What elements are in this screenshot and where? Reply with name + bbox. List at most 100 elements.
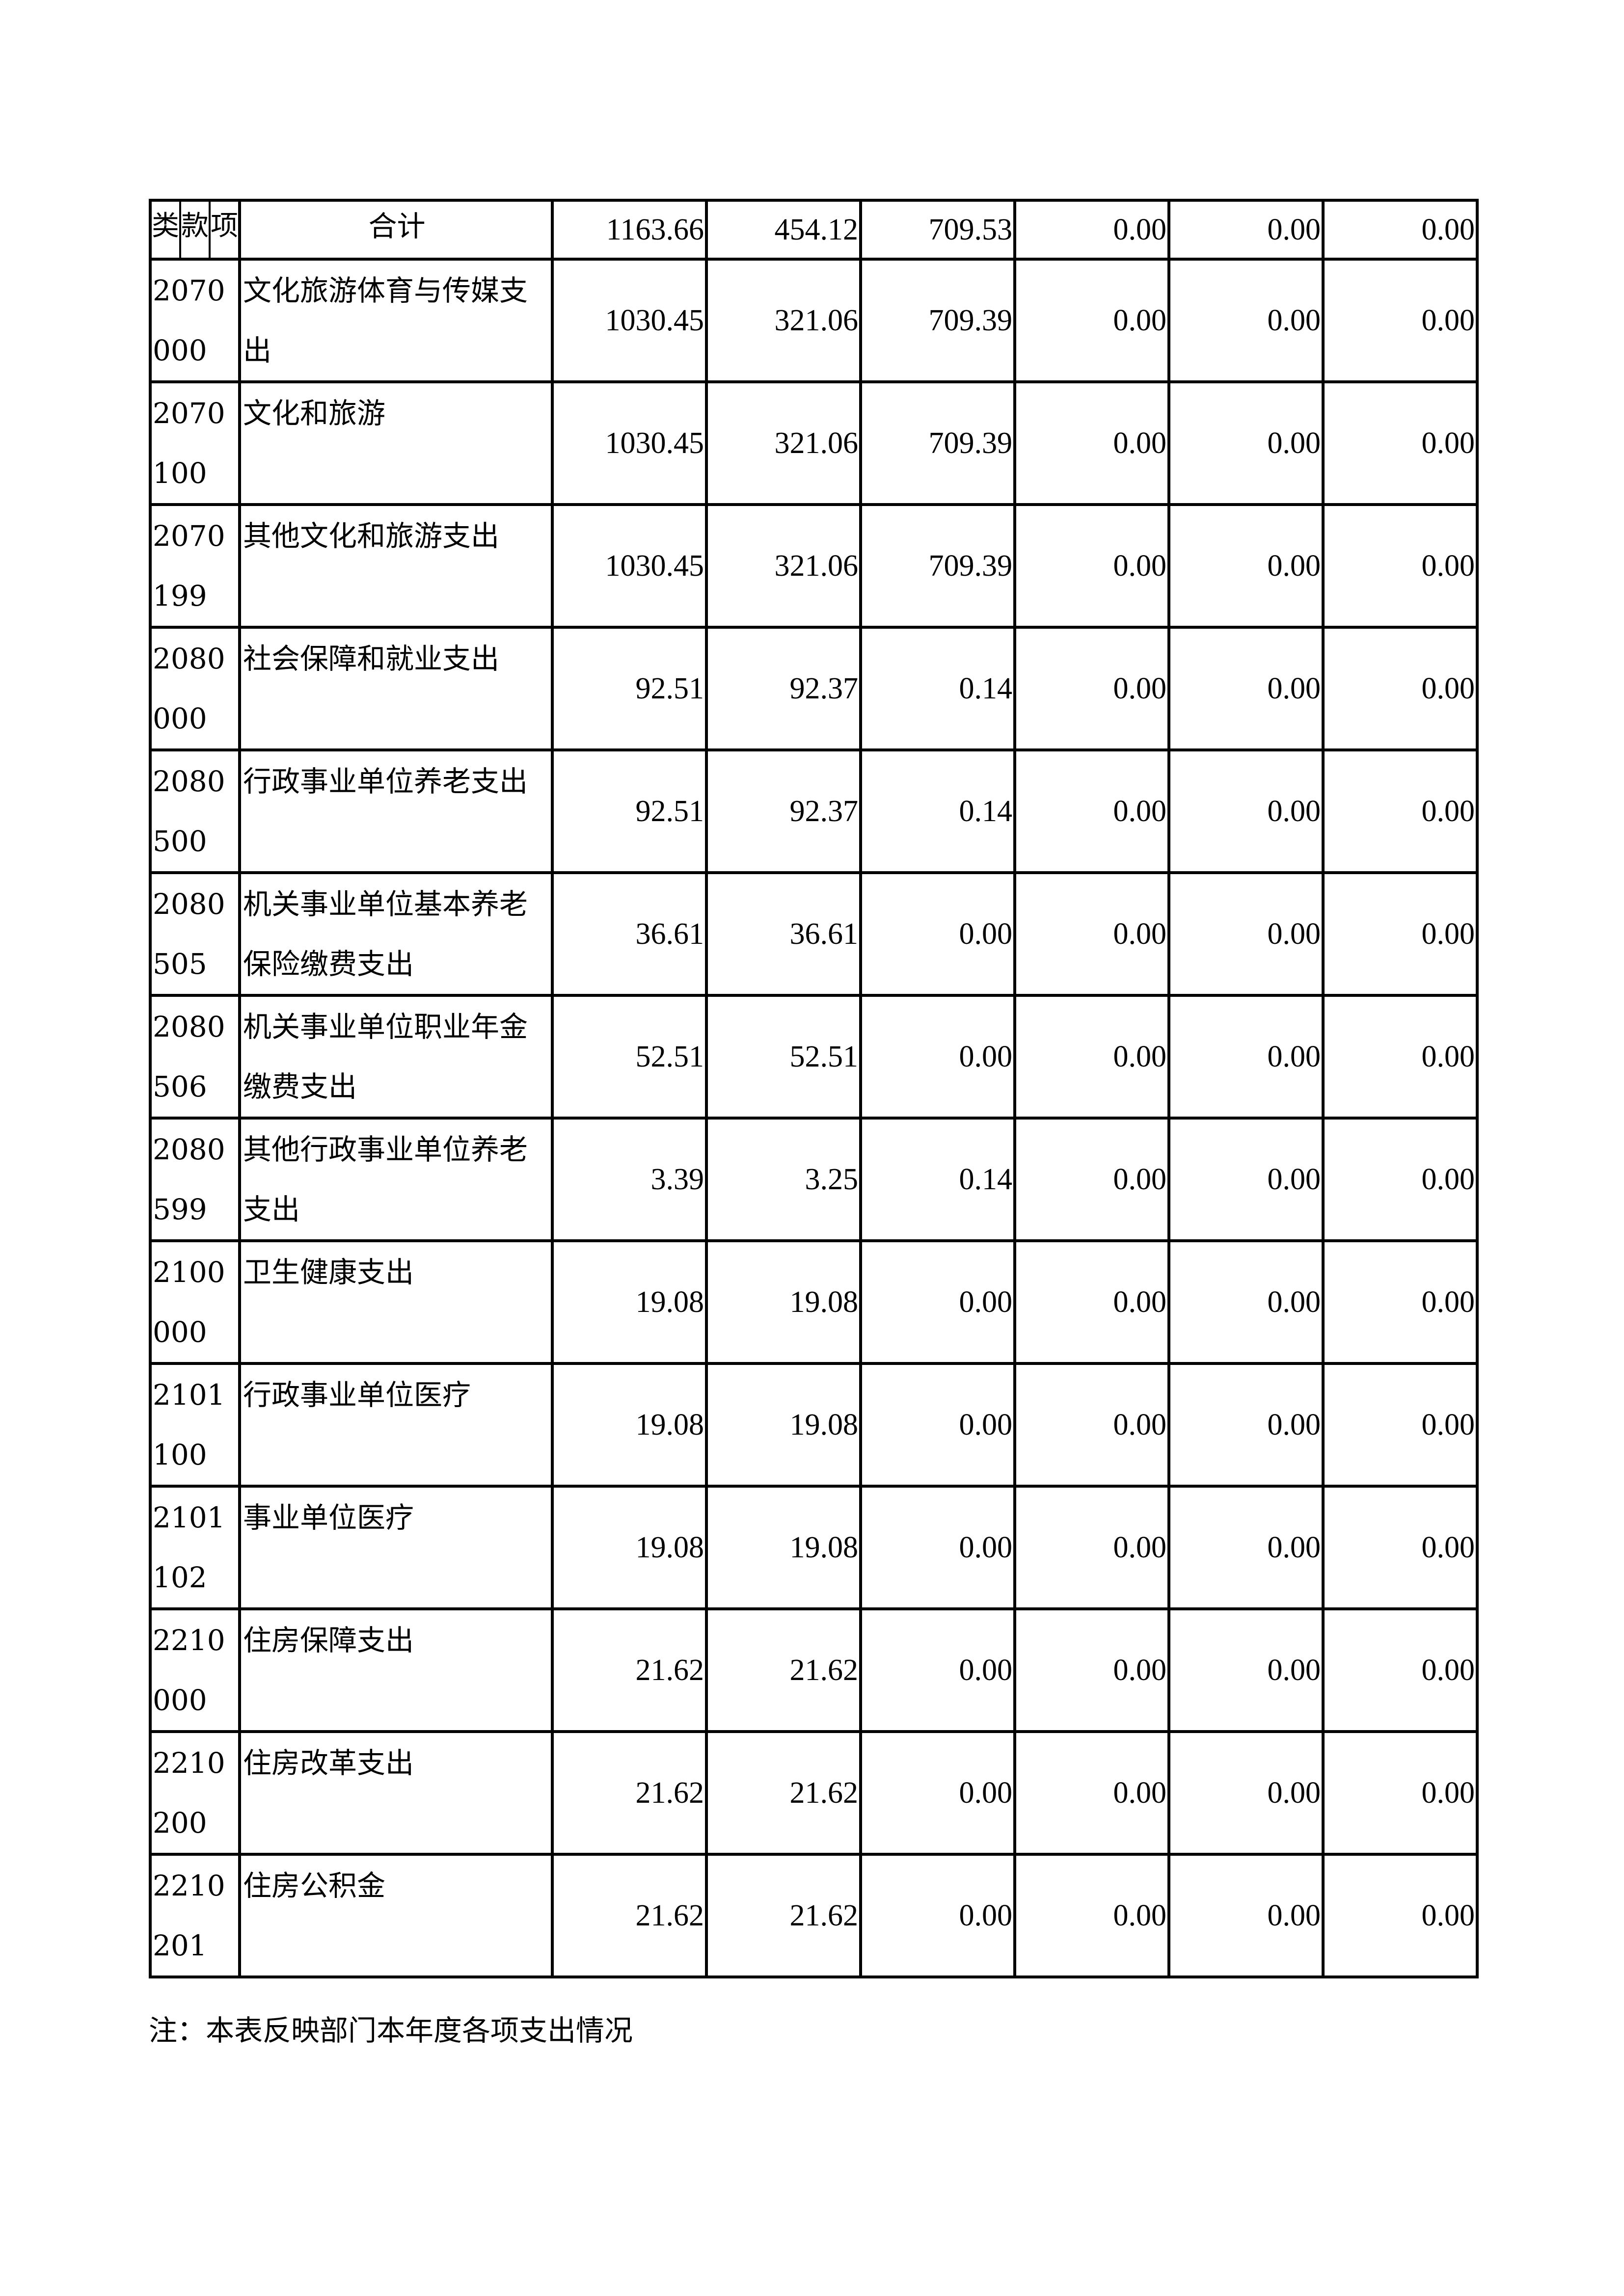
table-row: 2101102 事业单位医疗 19.08 19.08 0.00 0.00 0.00 0.00 — [149, 1485, 1479, 1610]
subject-code: 2210201 — [149, 1853, 241, 1978]
section-label: 款 — [181, 203, 211, 256]
amount-cell: 0.00 — [1013, 1239, 1170, 1365]
amount-cell: 0.00 — [1322, 258, 1479, 383]
total-value: 0.00 — [1167, 199, 1325, 261]
subject-code: 2100000 — [149, 1239, 241, 1365]
table-row: 2080500 行政事业单位养老支出 92.51 92.37 0.14 0.00 0.00 0… — [149, 748, 1479, 874]
table-row: 2100000 卫生健康支出 19.08 19.08 0.00 0.00 0.00 0.00 — [149, 1239, 1479, 1365]
subject-name: 机关事业单位职业年金缴费支出 — [238, 994, 554, 1120]
subject-code: 2080506 — [149, 994, 241, 1120]
table-row: 2210000 住房保障支出 21.62 21.62 0.00 0.00 0.00 0.00 — [149, 1607, 1479, 1733]
amount-cell: 0.00 — [1013, 1607, 1170, 1733]
amount-cell: 0.00 — [1167, 1730, 1325, 1856]
subject-code: 2080599 — [149, 1117, 241, 1242]
amount-cell: 0.00 — [1322, 1485, 1479, 1610]
category-label: 类 — [153, 203, 181, 256]
amount-cell: 0.00 — [1013, 380, 1170, 506]
amount-cell: 321.06 — [705, 258, 862, 383]
subject-name: 社会保障和就业支出 — [238, 626, 554, 751]
amount-cell: 0.00 — [1322, 1607, 1479, 1733]
amount-cell: 0.00 — [859, 1730, 1016, 1856]
amount-cell: 0.00 — [859, 871, 1016, 997]
amount-cell: 0.00 — [859, 994, 1016, 1120]
subject-name: 事业单位医疗 — [238, 1485, 554, 1610]
amount-cell: 321.06 — [705, 503, 862, 629]
amount-cell: 52.51 — [551, 994, 708, 1120]
amount-cell: 0.14 — [859, 748, 1016, 874]
subject-name: 文化旅游体育与传媒支出 — [238, 258, 554, 383]
amount-cell: 0.00 — [1167, 1853, 1325, 1978]
amount-cell: 3.25 — [705, 1117, 862, 1242]
amount-cell: 19.08 — [551, 1239, 708, 1365]
table-row: 2080599 其他行政事业单位养老支出 3.39 3.25 0.14 0.00 0.00 0… — [149, 1117, 1479, 1242]
amount-cell: 36.61 — [705, 871, 862, 997]
subject-code: 2101100 — [149, 1362, 241, 1488]
expenditure-table: 类 款 项 合计 1163.66 454.12 709.53 0.00 0.00… — [149, 199, 1479, 1978]
amount-cell: 92.51 — [551, 626, 708, 751]
table-row: 2080505 机关事业单位基本养老保险缴费支出 36.61 36.61 0.00 0.0… — [149, 871, 1479, 997]
amount-cell: 0.00 — [1013, 258, 1170, 383]
table-note: 注：本表反映部门本年度各项支出情况 — [149, 2014, 633, 2047]
amount-cell: 0.14 — [859, 626, 1016, 751]
amount-cell: 0.00 — [1013, 1117, 1170, 1242]
amount-cell: 52.51 — [705, 994, 862, 1120]
amount-cell: 0.00 — [1322, 1853, 1479, 1978]
amount-cell: 0.00 — [1167, 258, 1325, 383]
amount-cell: 0.00 — [1322, 1239, 1479, 1365]
item-label: 项 — [211, 210, 238, 242]
subject-name: 文化和旅游 — [238, 380, 554, 506]
amount-cell: 92.37 — [705, 626, 862, 751]
amount-cell: 709.39 — [859, 258, 1016, 383]
amount-cell: 0.00 — [1167, 626, 1325, 751]
table-row: 2080000 社会保障和就业支出 92.51 92.37 0.14 0.00 0.00 0.… — [149, 626, 1479, 751]
table-row: 2070100 文化和旅游 1030.45 321.06 709.39 0.00 0.00 0… — [149, 380, 1479, 506]
subject-code: 2080500 — [149, 748, 241, 874]
total-value: 709.53 — [859, 199, 1016, 261]
amount-cell: 3.39 — [551, 1117, 708, 1242]
classification-header: 类 款 项 — [149, 199, 241, 261]
amount-cell: 0.00 — [1167, 1117, 1325, 1242]
amount-cell: 0.00 — [859, 1485, 1016, 1610]
amount-cell: 21.62 — [705, 1607, 862, 1733]
total-value: 1163.66 — [551, 199, 708, 261]
total-value: 0.00 — [1013, 199, 1170, 261]
subject-name: 住房保障支出 — [238, 1607, 554, 1733]
amount-cell: 0.00 — [1013, 871, 1170, 997]
amount-cell: 19.08 — [705, 1362, 862, 1488]
amount-cell: 19.08 — [551, 1485, 708, 1610]
amount-cell: 21.62 — [705, 1853, 862, 1978]
subject-name: 卫生健康支出 — [238, 1239, 554, 1365]
table-row: 2210200 住房改革支出 21.62 21.62 0.00 0.00 0.00 0.00 — [149, 1730, 1479, 1856]
subject-name: 行政事业单位医疗 — [238, 1362, 554, 1488]
amount-cell: 1030.45 — [551, 503, 708, 629]
amount-cell: 0.00 — [1013, 626, 1170, 751]
amount-cell: 21.62 — [551, 1853, 708, 1978]
amount-cell: 1030.45 — [551, 380, 708, 506]
subject-code: 2080505 — [149, 871, 241, 997]
amount-cell: 19.08 — [705, 1239, 862, 1365]
subject-code: 2080000 — [149, 626, 241, 751]
total-row: 类 款 项 合计 1163.66 454.12 709.53 0.00 0.00… — [149, 199, 1479, 261]
amount-cell: 321.06 — [705, 380, 862, 506]
amount-cell: 0.00 — [1013, 503, 1170, 629]
subject-code: 2070100 — [149, 380, 241, 506]
amount-cell: 0.00 — [1013, 1730, 1170, 1856]
total-value: 0.00 — [1322, 199, 1479, 261]
amount-cell: 19.08 — [705, 1485, 862, 1610]
amount-cell: 0.00 — [1167, 1485, 1325, 1610]
amount-cell: 0.00 — [1322, 1117, 1479, 1242]
subject-code: 2210200 — [149, 1730, 241, 1856]
amount-cell: 19.08 — [551, 1362, 708, 1488]
subject-name: 其他文化和旅游支出 — [238, 503, 554, 629]
amount-cell: 0.00 — [1013, 748, 1170, 874]
amount-cell: 0.00 — [1167, 994, 1325, 1120]
amount-cell: 36.61 — [551, 871, 708, 997]
subject-code: 2101102 — [149, 1485, 241, 1610]
amount-cell: 0.00 — [1322, 1730, 1479, 1856]
subject-code: 2210000 — [149, 1607, 241, 1733]
amount-cell: 21.62 — [705, 1730, 862, 1856]
amount-cell: 0.00 — [1167, 1607, 1325, 1733]
amount-cell: 21.62 — [551, 1607, 708, 1733]
table-row: 2070000 文化旅游体育与传媒支出 1030.45 321.06 709.39 0.0… — [149, 258, 1479, 383]
amount-cell: 709.39 — [859, 503, 1016, 629]
